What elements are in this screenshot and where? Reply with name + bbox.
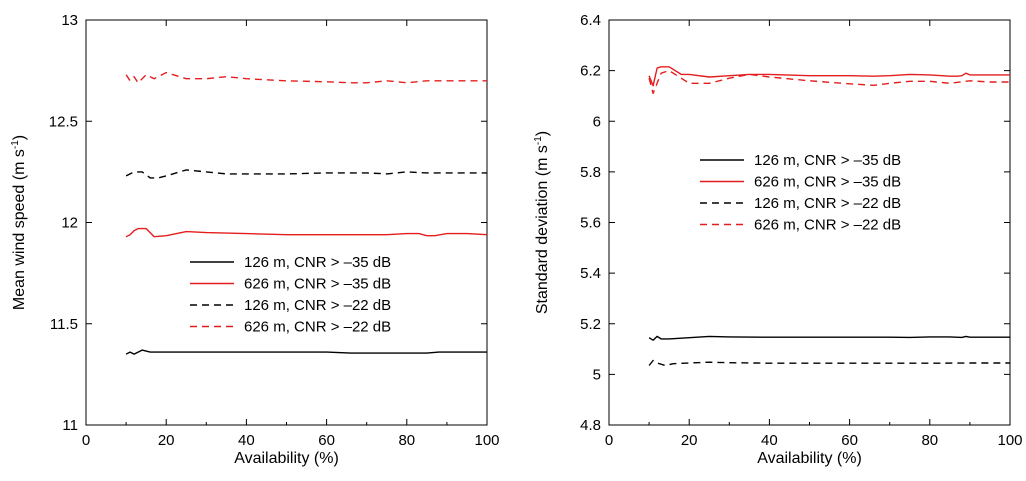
y-axis-label: Standard deviation (m s-1) xyxy=(533,131,551,314)
x-tick-label: 0 xyxy=(605,432,613,449)
y-tick-label: 11 xyxy=(62,417,78,434)
series-line-4 xyxy=(648,69,1010,95)
x-tick-label: 60 xyxy=(841,432,858,449)
y-tick-label: 5.4 xyxy=(580,265,601,282)
legend: 126 m, CNR > –35 dB 626 m, CNR > –35 dB 12… xyxy=(700,152,901,234)
y-axis-label-text: Mean wind speed (m s xyxy=(11,149,28,310)
legend-label: 126 m, CNR > –22 dB xyxy=(754,195,901,212)
y-axis-label-close: ) xyxy=(534,131,551,136)
y-tick-label: 5.8 xyxy=(580,164,601,181)
x-axis-label: Availability (%) xyxy=(234,450,339,467)
y-tick-label: 6 xyxy=(593,113,601,130)
y-axis-label-unit-exponent: -1 xyxy=(533,136,544,145)
y-axis-label-close: ) xyxy=(11,135,28,140)
x-tick-label: 20 xyxy=(158,432,175,449)
series-line-1 xyxy=(648,335,1010,341)
series-line-4 xyxy=(125,71,487,84)
legend-label: 126 m, CNR > –22 dB xyxy=(244,297,391,314)
y-tick-label: 12 xyxy=(61,215,78,232)
x-tick-label: 40 xyxy=(761,432,778,449)
legend: 126 m, CNR > –35 dB 626 m, CNR > –35 dB 12… xyxy=(190,254,391,336)
x-tick-label: 100 xyxy=(474,432,499,449)
y-tick-label: 11.5 xyxy=(50,316,78,333)
series-line-1 xyxy=(125,349,487,355)
y-axis-label: Mean wind speed (m s-1) xyxy=(10,135,28,310)
series-line-3 xyxy=(125,169,487,179)
x-axis-label: Availability (%) xyxy=(757,450,862,467)
series-line-2 xyxy=(648,66,1010,87)
legend-label: 626 m, CNR > –22 dB xyxy=(244,319,391,336)
x-tick-label: 20 xyxy=(681,432,698,449)
legend-label: 126 m, CNR > –35 dB xyxy=(244,254,391,271)
legend-label: 626 m, CNR > –22 dB xyxy=(754,217,901,234)
x-tick-label: 40 xyxy=(238,432,255,449)
series-line-3 xyxy=(648,359,1010,367)
chart-panel-2: 0 20 40 60 80 100 4.8 5 5.2 5.4 5.6 5.8 6 6.2 6.4 Avail… xyxy=(533,12,1023,467)
y-tick-label: 6.4 xyxy=(580,12,601,29)
y-tick-label: 5.6 xyxy=(580,215,601,232)
legend-label: 126 m, CNR > –35 dB xyxy=(754,152,901,169)
legend-label: 626 m, CNR > –35 dB xyxy=(754,174,901,191)
x-tick-label: 100 xyxy=(997,432,1022,449)
x-tick-label: 60 xyxy=(318,432,335,449)
y-tick-label: 5 xyxy=(593,366,601,383)
series-line-2 xyxy=(125,227,488,238)
y-tick-label: 6.2 xyxy=(580,63,601,80)
y-axis-label-unit-exponent: -1 xyxy=(10,140,21,149)
legend-label: 626 m, CNR > –35 dB xyxy=(244,276,391,293)
y-tick-label: 5.2 xyxy=(580,316,601,333)
y-axis-label-text: Standard deviation (m s xyxy=(534,145,551,314)
y-tick-label: 12.5 xyxy=(49,113,78,130)
chart-panel-1: 0 20 40 60 80 100 11 11.5 12 12.5 13 Availability (… xyxy=(10,12,500,467)
x-tick-label: 0 xyxy=(82,432,90,449)
y-tick-label: 4.8 xyxy=(580,417,601,434)
y-tick-label: 13 xyxy=(61,12,78,29)
x-tick-label: 80 xyxy=(398,432,415,449)
x-tick-label: 80 xyxy=(921,432,938,449)
